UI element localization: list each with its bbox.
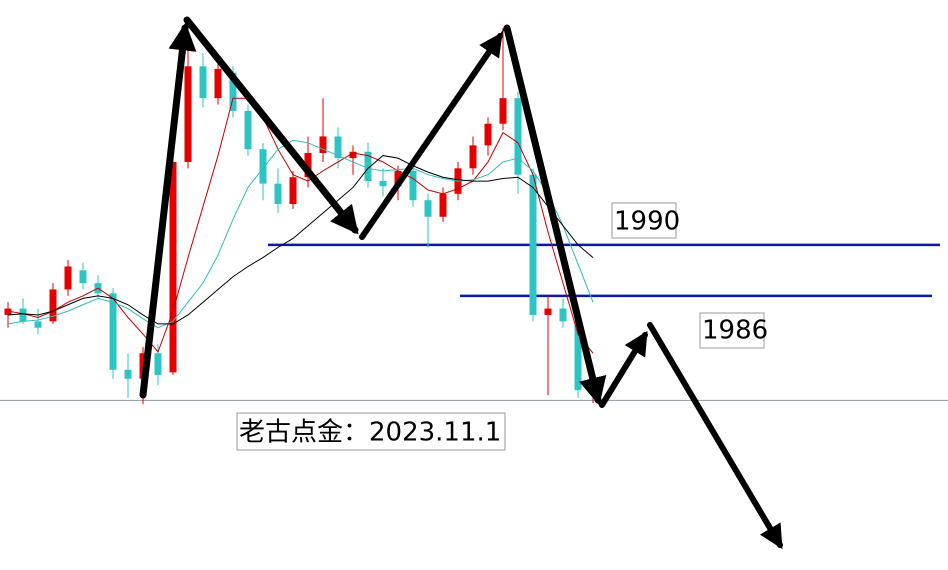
arrow-edge [144,19,188,396]
arrow [503,24,607,406]
arrow [139,22,197,399]
candle-body [394,170,402,187]
moving-average [7,97,594,354]
label-box [236,412,506,451]
candle-body [79,270,87,284]
plot [0,17,948,405]
candle-body [274,183,282,205]
moving-average [7,139,594,329]
candle-body [379,181,387,187]
candle-body [439,193,447,217]
candle-body [49,289,57,322]
candle-body [349,151,357,159]
label-box [611,202,677,239]
candle-body [154,353,162,375]
arrow [599,330,648,408]
candle-body [184,66,192,162]
candle-body [4,308,12,315]
candle-body [544,308,552,315]
candle-body [229,72,237,111]
candle-body [34,321,42,328]
moving-average [7,155,594,325]
arrow-edge [361,27,506,238]
level-label: 1986 [702,316,768,346]
candle-body [484,123,492,146]
candle-body [409,170,417,201]
arrow [183,16,359,235]
candle-body [199,66,207,99]
level-label: 1990 [614,207,680,237]
arrow [647,322,783,550]
candle-body [64,266,72,290]
candle-body [124,369,132,379]
candle-body [244,110,252,150]
annotation: 老古点金：2023.11.1 [239,418,501,448]
candle-body [559,308,567,322]
candle-body [304,153,312,178]
label-box [699,312,765,349]
trend-arrows [139,16,783,550]
candle-body [19,308,27,322]
candle-body [514,98,522,175]
candle-body [214,68,222,99]
candle-body [109,293,117,370]
candle-body [574,321,582,391]
candle-body [364,151,372,182]
candle-body [529,174,537,315]
candle-body [259,149,267,184]
candle-body [499,98,507,124]
candle-body [319,136,327,154]
candle-body [469,145,477,169]
candle-body [424,200,432,217]
candle-body [289,177,297,205]
candle-body [169,161,177,373]
candle-body [334,136,342,159]
